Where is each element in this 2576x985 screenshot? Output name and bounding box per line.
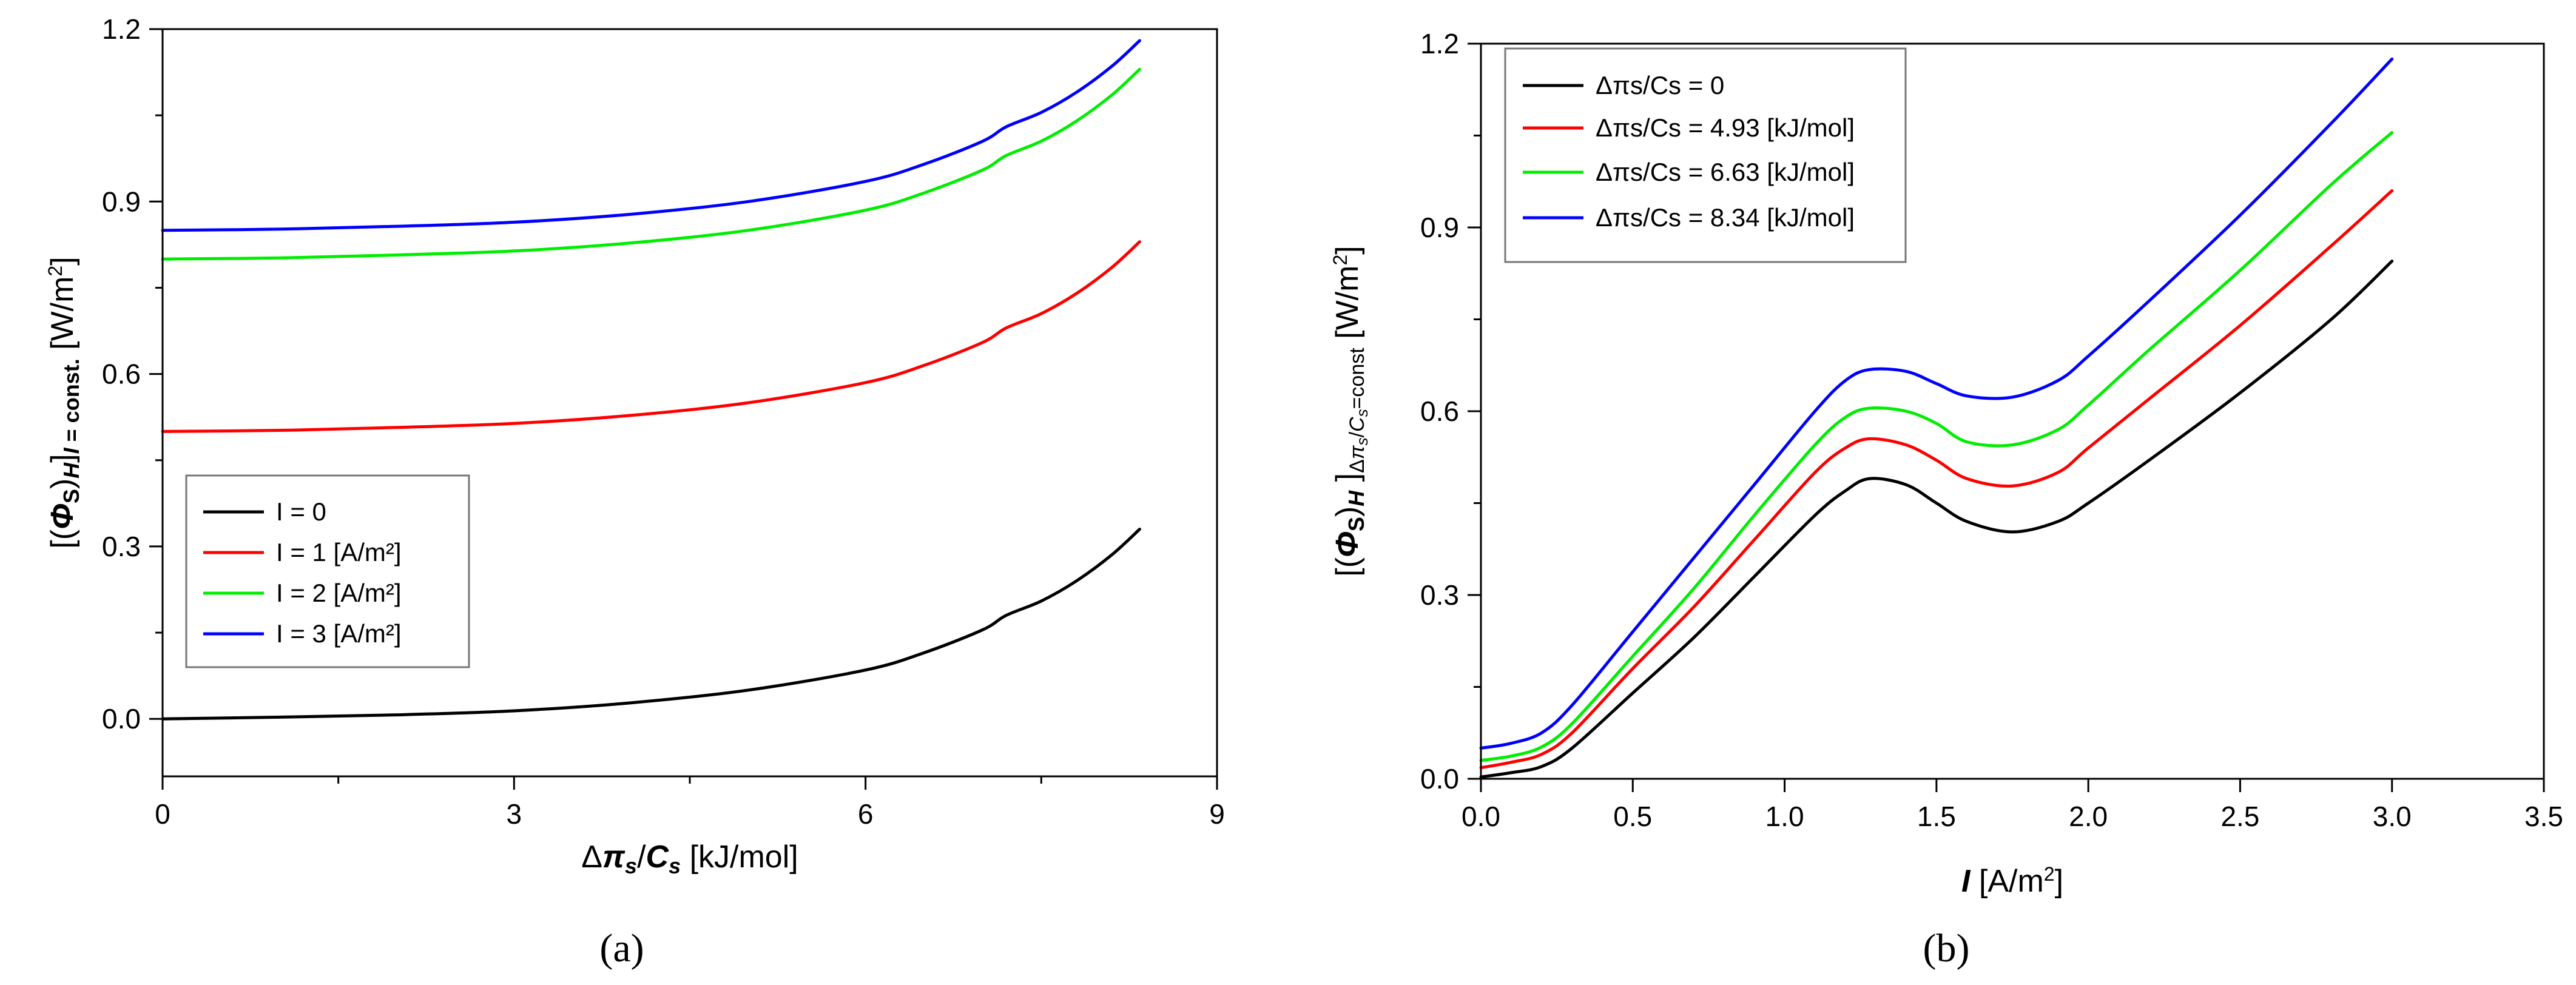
legend-label-b-3: Δπs/Cs = 8.34 [kJ/mol] <box>1596 203 1855 232</box>
y-tick-label-a-0: 0.0 <box>102 703 141 735</box>
x-tick-label-b-5: 2.5 <box>2220 801 2259 832</box>
series-line-a-2 <box>161 67 1141 261</box>
panel-b-ticks-group: 0.0 0.5 1.0 1.5 2.0 2.5 3.0 3.5 0.0 0.3 0.6 0.9 1.2 <box>1420 28 2563 832</box>
panel-a-chart: 0 3 6 9 0.0 0.3 0.6 0.9 1.2 [(ΦS)H]I = const. [W… <box>44 13 1225 970</box>
panel-a-series-group <box>161 39 1141 721</box>
legend-label-b-1: Δπs/Cs = 4.93 [kJ/mol] <box>1596 113 1855 142</box>
legend-label-b-2: Δπs/Cs = 6.63 [kJ/mol] <box>1596 158 1855 186</box>
y-tick-label-a-3: 0.9 <box>102 186 141 217</box>
legend-label-b-0: Δπs/Cs = 0 <box>1596 71 1724 99</box>
legend-label-a-2: I = 2 [A/m²] <box>276 579 402 607</box>
panel-a-ticks-group: 0 3 6 9 0.0 0.3 0.6 0.9 1.2 <box>102 13 1225 830</box>
panel-a-plot-frame <box>161 28 1218 778</box>
y-tick-label-a-1: 0.3 <box>102 531 141 562</box>
y-tick-label-a-4: 1.2 <box>102 13 141 45</box>
panel-a-legend: I = 0 I = 1 [A/m²] I = 2 [A/m²] I = 3 [A… <box>185 474 470 668</box>
x-tick-label-b-0: 0.0 <box>1462 801 1500 832</box>
y-tick-label-b-1: 0.3 <box>1420 579 1459 611</box>
panel-b-series-group <box>1479 57 2394 779</box>
panel-b-x-axis-label: I [A/m2] <box>1961 863 2063 899</box>
series-line-b-2 <box>1479 131 2394 762</box>
y-tick-label-b-0: 0.0 <box>1420 763 1459 795</box>
legend-label-a-3: I = 3 [A/m²] <box>276 619 402 648</box>
y-tick-label-b-4: 1.2 <box>1420 28 1459 59</box>
panel-a-label: (a) <box>599 926 644 970</box>
series-line-b-3 <box>1479 57 2394 750</box>
x-tick-label-a-2: 6 <box>858 798 874 830</box>
x-tick-label-b-7: 3.5 <box>2524 801 2563 832</box>
series-line-b-0 <box>1479 260 2394 779</box>
x-tick-label-b-3: 1.5 <box>1917 801 1956 832</box>
series-line-a-3 <box>161 39 1141 232</box>
series-line-a-0 <box>161 528 1141 721</box>
legend-label-a-1: I = 1 [A/m²] <box>276 538 402 566</box>
y-tick-label-a-2: 0.6 <box>102 358 141 390</box>
series-line-b-1 <box>1479 189 2394 770</box>
x-tick-label-a-3: 9 <box>1209 798 1225 830</box>
x-tick-label-b-1: 0.5 <box>1613 801 1652 832</box>
legend-label-a-0: I = 0 <box>276 497 326 526</box>
panel-b-legend: Δπs/Cs = 0 Δπs/Cs = 4.93 [kJ/mol] Δπs/Cs… <box>1504 47 1907 263</box>
x-tick-label-b-6: 3.0 <box>2373 801 2412 832</box>
x-tick-label-b-2: 1.0 <box>1765 801 1804 832</box>
x-tick-label-a-1: 3 <box>507 798 522 830</box>
panel-a-y-axis-label: [(ΦS)H]I = const. [W/m2] <box>44 257 84 548</box>
panel-b-y-axis-label: [(ΦS)H ]Δπs/Cs=const [W/m2] <box>1329 246 1371 576</box>
y-tick-label-b-2: 0.6 <box>1420 395 1459 427</box>
x-tick-label-a-0: 0 <box>155 798 170 830</box>
y-tick-label-b-3: 0.9 <box>1420 212 1459 243</box>
panel-a-x-axis-label: Δπs/Cs [kJ/mol] <box>581 839 798 878</box>
panel-a-legend-box <box>185 474 470 668</box>
panel-b-chart: 0.0 0.5 1.0 1.5 2.0 2.5 3.0 3.50.00.30.60.91.2 … <box>1329 28 2563 970</box>
panel-b-plot-frame <box>1480 42 2545 780</box>
x-tick-label-b-4: 2.0 <box>2069 801 2108 832</box>
series-line-a-1 <box>161 240 1141 433</box>
panel-b-label: (b) <box>1923 926 1970 970</box>
